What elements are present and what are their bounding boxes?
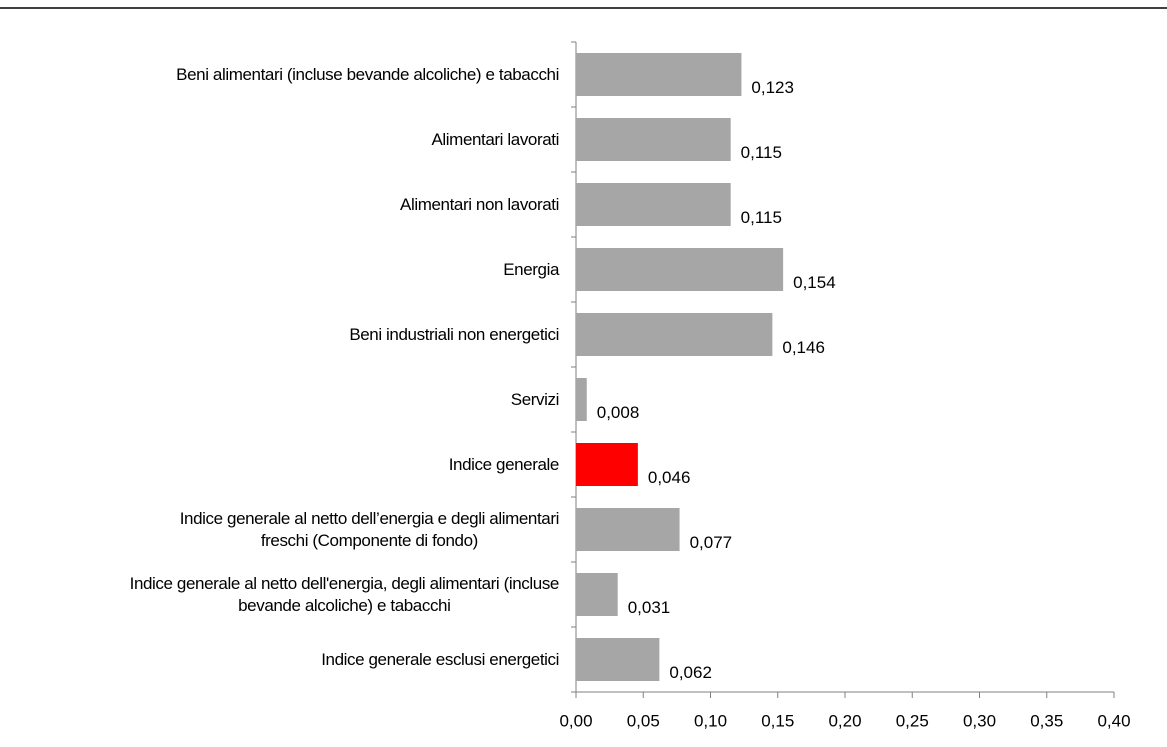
value-label: 0,146 [782,338,825,357]
bar [576,638,660,681]
x-tick-label: 0,15 [761,711,794,730]
bar [576,118,731,161]
bar [576,378,587,421]
value-label: 0,008 [597,403,640,422]
category-label: Indice generale al netto dell'energia, d… [129,573,560,615]
category-label: Indice generale al netto dell’energia e … [179,508,560,550]
bar [576,508,680,551]
x-tick-label: 0,10 [694,711,727,730]
bar [576,573,618,616]
bar [576,248,784,291]
category-label: Servizi [510,389,560,409]
x-tick-label: 0,30 [963,711,996,730]
category-label: Alimentari lavorati [431,129,559,149]
x-tick-label: 0,25 [896,711,929,730]
x-tick-label: 0,20 [828,711,861,730]
x-tick-label: 0,05 [627,711,660,730]
value-label: 0,077 [690,533,733,552]
category-label: Indice generale [448,454,560,474]
bar [576,313,773,356]
category-label: Indice generale esclusi energetici [321,649,559,669]
x-tick-label: 0,00 [559,711,592,730]
value-label: 0,031 [628,598,671,617]
category-label: Beni industriali non energetici [349,324,559,344]
value-label: 0,062 [669,663,712,682]
value-label: 0,046 [648,468,691,487]
value-label: 0,115 [741,208,782,227]
category-label: Alimentari non lavorati [400,194,559,214]
x-tick-label: 0,35 [1030,711,1063,730]
value-label: 0,115 [741,143,782,162]
bar [576,183,731,226]
value-label: 0,123 [751,78,794,97]
category-label: Energia [503,259,559,279]
bar [576,53,742,96]
value-label: 0,154 [793,273,836,292]
bar [576,443,638,486]
x-tick-label: 0,40 [1097,711,1130,730]
category-label: Beni alimentari (incluse bevande alcolic… [176,64,559,84]
